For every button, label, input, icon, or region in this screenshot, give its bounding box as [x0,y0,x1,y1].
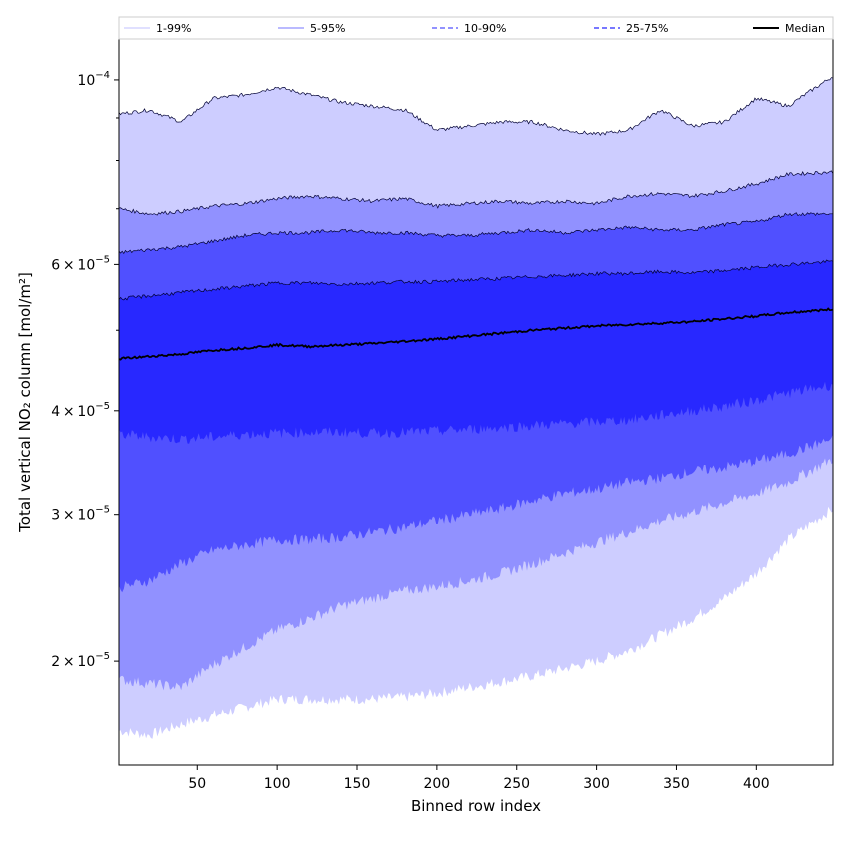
y-axis-label: Total vertical NO₂ column [mol/m²] [16,272,34,533]
legend-frame [118,16,834,40]
series-lines [119,77,833,361]
legend-label: 25-75% [626,22,668,35]
y-tick-label: 10−4 [77,70,110,89]
series-line-median [119,307,833,361]
x-tick-label: 100 [264,776,291,792]
x-tick-label: 250 [503,776,530,792]
x-axis: 50 100 150 200 250 300 350 400 [188,765,770,792]
legend-label: Median [785,22,825,35]
x-tick-label: 50 [188,776,206,792]
band-upper-edge-5-95% [119,170,833,216]
legend-item-Median: Median [753,22,825,35]
y-tick-label: 6 × 10−5 [51,254,110,273]
x-tick-label: 350 [663,776,690,792]
x-tick-label: 150 [344,776,371,792]
y-axis: 2 × 10−5 3 × 10−5 4 × 10−5 6 × 10−5 10−4 [51,70,119,670]
legend-item-10-90%: 10-90% [432,22,506,35]
legend: 1-99% 5-95% 10-90% 25-75% Median [118,16,834,40]
legend-label: 10-90% [464,22,506,35]
legend-item-25-75%: 25-75% [594,22,668,35]
x-tick-label: 200 [423,776,450,792]
percentile-bands [119,77,833,739]
legend-label: 1-99% [156,22,191,35]
band-upper-edge-1-99% [119,77,833,136]
legend-item-5-95%: 5-95% [278,22,345,35]
legend-item-1-99%: 1-99% [124,22,191,35]
band-upper-edge-25-75% [119,259,833,301]
x-axis-label: Binned row index [411,797,541,815]
y-tick-label: 2 × 10−5 [51,651,110,670]
y-tick-label: 3 × 10−5 [51,505,110,524]
y-tick-label: 4 × 10−5 [51,401,110,420]
band-upper-edge-10-90% [119,212,833,255]
legend-label: 5-95% [310,22,345,35]
band-25-75% [119,260,833,444]
x-tick-label: 300 [583,776,610,792]
x-tick-label: 400 [743,776,770,792]
